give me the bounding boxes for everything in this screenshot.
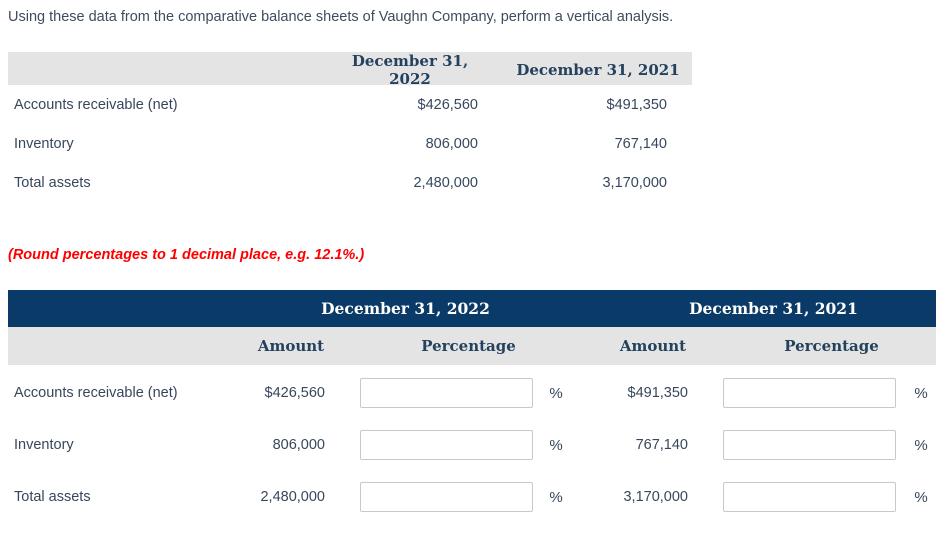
row-label: Accounts receivable (net) (14, 96, 178, 113)
group-header-dec-31-2021: December 31, 2021 (689, 299, 858, 318)
amount-2022: 2,480,000 (260, 489, 325, 505)
analysis-table-body: Accounts receivable (net) $426,560 % $49… (8, 365, 936, 523)
pct-2022-total-assets-input[interactable] (360, 482, 533, 512)
table-row-accounts-receivable: Accounts receivable (net) $426,560 $491,… (8, 85, 692, 124)
exercise-page: Using these data from the comparative ba… (8, 9, 936, 523)
value-2021: 767,140 (614, 135, 667, 152)
percent-sign: % (549, 384, 563, 402)
amount-2022: 806,000 (272, 437, 325, 453)
column-header-dec-31-2022: December 31, 2022 (351, 52, 469, 88)
group-header-dec-31-2022: December 31, 2022 (321, 299, 490, 318)
amount-2021: 3,170,000 (623, 489, 688, 505)
value-2022: 806,000 (425, 135, 478, 152)
value-2022: $426,560 (417, 96, 478, 113)
table-row-total-assets: Total assets 2,480,000 % 3,170,000 % (8, 471, 936, 523)
pct-2022-inventory-input[interactable] (360, 430, 533, 460)
balance-sheet-data-table: December 31, 2022 December 31, 2021 Acco… (8, 52, 692, 202)
row-label: Accounts receivable (net) (14, 385, 178, 401)
pct-2022-cell (326, 482, 541, 512)
table-row-total-assets: Total assets 2,480,000 3,170,000 (8, 163, 692, 202)
pct-2021-cell (691, 482, 906, 512)
instruction-text: Using these data from the comparative ba… (8, 9, 674, 25)
percent-sign: % (914, 384, 928, 402)
analysis-sub-header-row: Amount Percentage Amount Percentage (8, 327, 936, 365)
pct-2021-total-assets-input[interactable] (723, 482, 896, 512)
value-2022: 2,480,000 (413, 174, 478, 191)
row-label: Inventory (14, 437, 74, 453)
table-row-inventory: Inventory 806,000 767,140 (8, 124, 692, 163)
sub-header-percentage-2021: Percentage (784, 337, 879, 355)
pct-2022-cell (326, 430, 541, 460)
pct-2021-cell (691, 378, 906, 408)
value-2021: $491,350 (606, 96, 667, 113)
percent-sign: % (914, 488, 928, 506)
table-row-accounts-receivable: Accounts receivable (net) $426,560 % $49… (8, 367, 936, 419)
percent-sign: % (549, 488, 563, 506)
row-label: Inventory (14, 135, 74, 152)
pct-2021-accounts-receivable-input[interactable] (723, 378, 896, 408)
value-2021: 3,170,000 (602, 174, 667, 191)
pct-2021-inventory-input[interactable] (723, 430, 896, 460)
sub-header-amount-2022: Amount (257, 337, 325, 355)
analysis-group-header-row: December 31, 2022 December 31, 2021 (8, 290, 936, 327)
pct-2022-accounts-receivable-input[interactable] (360, 378, 533, 408)
pct-2022-cell (326, 378, 541, 408)
sub-header-amount-2021: Amount (619, 337, 687, 355)
percent-sign: % (914, 436, 928, 454)
amount-2021: 767,140 (635, 437, 688, 453)
sub-header-percentage-2022: Percentage (421, 337, 516, 355)
percent-sign: % (549, 436, 563, 454)
table-row-inventory: Inventory 806,000 % 767,140 % (8, 419, 936, 471)
rounding-instruction-note: (Round percentages to 1 decimal place, e… (8, 247, 365, 263)
vertical-analysis-table: December 31, 2022 December 31, 2021 Amou… (8, 290, 936, 523)
amount-2021: $491,350 (627, 385, 688, 401)
amount-2022: $426,560 (264, 385, 325, 401)
row-label: Total assets (14, 174, 91, 191)
data-table-header-row: December 31, 2022 December 31, 2021 (8, 52, 692, 88)
row-label: Total assets (14, 489, 91, 505)
pct-2021-cell (691, 430, 906, 460)
column-header-dec-31-2021: December 31, 2021 (516, 61, 680, 79)
